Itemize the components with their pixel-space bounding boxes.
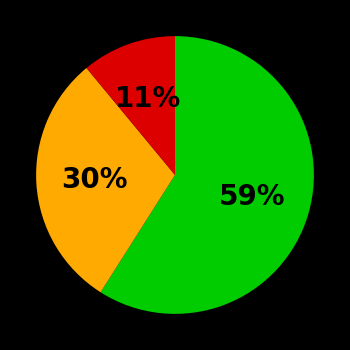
- Text: 11%: 11%: [114, 85, 181, 113]
- Text: 30%: 30%: [61, 166, 128, 194]
- Wedge shape: [36, 68, 175, 292]
- Wedge shape: [100, 36, 314, 314]
- Text: 59%: 59%: [219, 183, 286, 211]
- Wedge shape: [86, 36, 175, 175]
